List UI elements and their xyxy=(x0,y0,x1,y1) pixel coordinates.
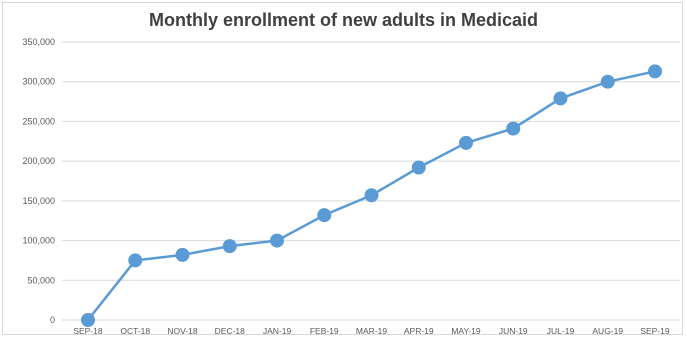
y-tick-label: 50,000 xyxy=(27,275,55,285)
data-point xyxy=(506,121,521,136)
data-point xyxy=(459,135,473,150)
x-tick-label: FEB-19 xyxy=(310,326,339,336)
x-tick-label: JUL-19 xyxy=(547,326,575,336)
x-tick-label: JAN-19 xyxy=(263,326,292,336)
y-axis-ticks: 0 50,000 100,000 150,000 200,000 250,000 300,0… xyxy=(22,37,55,325)
data-point xyxy=(364,188,379,203)
x-tick-label: JUN-19 xyxy=(499,326,528,336)
x-tick-label: SEP-19 xyxy=(640,326,670,336)
data-points xyxy=(81,64,662,327)
x-tick-label: MAR-19 xyxy=(356,326,387,336)
data-point xyxy=(317,208,332,223)
data-point xyxy=(648,64,662,79)
y-tick-label: 350,000 xyxy=(22,37,55,47)
y-tick-label: 0 xyxy=(50,315,55,325)
chart-frame xyxy=(2,2,683,335)
x-axis-ticks: SEP-18 OCT-18 NOV-18 DEC-18 JAN-19 FEB-19 MAR-… xyxy=(73,326,670,336)
data-point xyxy=(270,233,284,248)
x-tick-label: DEC-18 xyxy=(215,326,246,336)
x-tick-label: OCT-18 xyxy=(120,326,150,336)
x-tick-label: APR-19 xyxy=(404,326,434,336)
y-tick-label: 100,000 xyxy=(22,236,55,246)
gridlines xyxy=(62,41,680,321)
data-point xyxy=(600,74,615,89)
y-tick-label: 250,000 xyxy=(22,116,55,126)
data-point xyxy=(222,239,237,254)
y-tick-label: 150,000 xyxy=(22,196,55,206)
data-point xyxy=(81,313,95,327)
x-tick-label: SEP-18 xyxy=(73,326,103,336)
data-point xyxy=(553,91,568,106)
data-point xyxy=(175,247,190,262)
x-tick-label: MAY-19 xyxy=(451,326,481,336)
data-point xyxy=(128,253,143,268)
y-tick-label: 200,000 xyxy=(22,156,55,166)
y-tick-label: 300,000 xyxy=(22,77,55,87)
x-tick-label: NOV-18 xyxy=(167,326,198,336)
x-tick-label: AUG-19 xyxy=(592,326,623,336)
data-point xyxy=(411,160,426,175)
chart-title: Monthly enrollment of new adults in Medi… xyxy=(148,10,539,30)
